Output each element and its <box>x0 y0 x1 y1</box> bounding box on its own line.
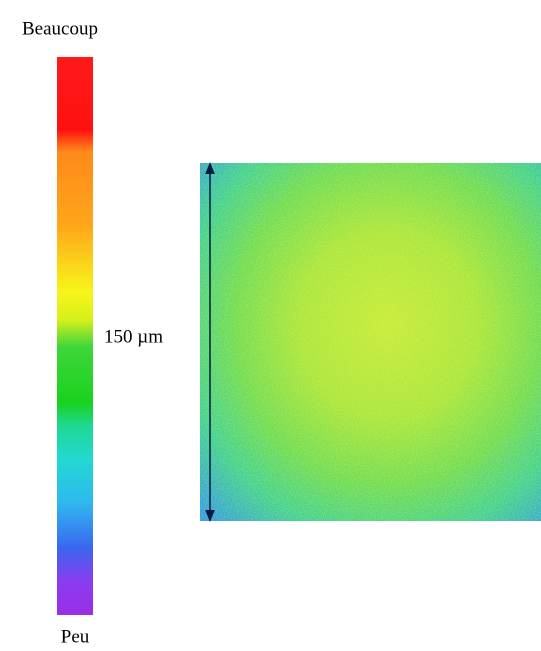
heatmap-noise <box>200 163 541 521</box>
scale-label: 150 µm <box>104 326 163 347</box>
colorbar-top-label: Beaucoup <box>22 18 98 39</box>
colorbar-bottom-label: Peu <box>61 626 90 647</box>
colorbar <box>57 57 93 615</box>
